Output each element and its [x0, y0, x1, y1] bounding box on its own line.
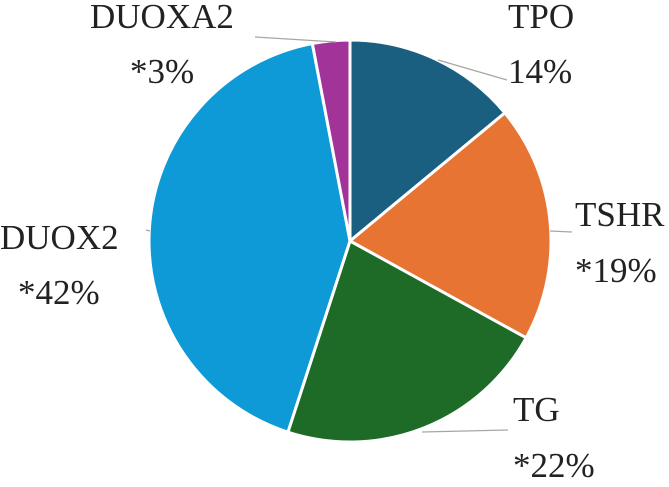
- pie-slice-duox2: [147, 42, 352, 434]
- leader-line-tshr: [549, 230, 573, 233]
- slice-label-name-duoxa2: DUOXA2: [90, 0, 234, 36]
- leader-line-duoxa2: [254, 36, 337, 43]
- pie-slice-tg: [286, 239, 528, 444]
- pie-slice-tpo: [348, 38, 507, 243]
- pie-slice-tshr: [348, 111, 553, 340]
- leader-line-duox2: [145, 229, 151, 232]
- slice-label-name-duox2: DUOX2: [0, 218, 119, 257]
- slice-label-value-tshr: *19%: [575, 251, 657, 290]
- slice-label-value-tpo: 14%: [508, 52, 572, 91]
- pie-slice-duoxa2: [310, 38, 352, 243]
- slice-label-value-duoxa2: *3%: [130, 52, 194, 91]
- leader-lines: [145, 36, 573, 433]
- slice-label-name-tpo: TPO: [508, 0, 574, 36]
- slice-label-value-duox2: *42%: [18, 273, 100, 312]
- leader-line-tpo: [437, 59, 508, 81]
- slice-label-value-tg: *22%: [513, 446, 595, 485]
- slice-label-name-tshr: TSHR: [575, 195, 665, 234]
- slice-label-name-tg: TG: [513, 390, 560, 429]
- leader-line-tg: [421, 429, 509, 433]
- pie-slices: [147, 38, 553, 444]
